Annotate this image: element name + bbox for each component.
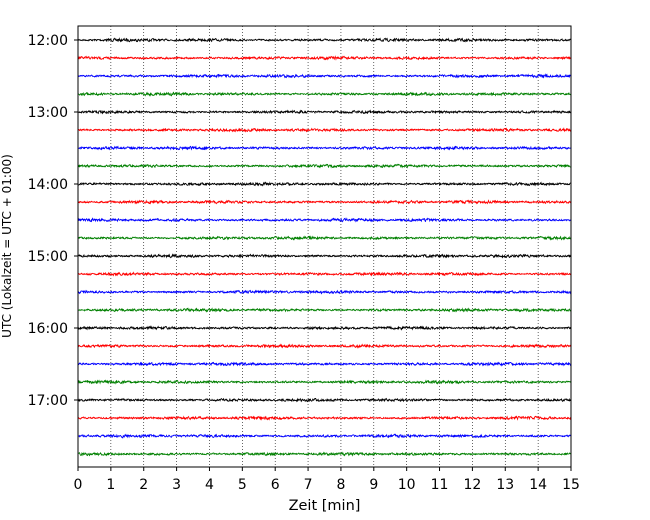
x-tick-label: 10 — [398, 477, 416, 493]
trace-line — [77, 271, 571, 277]
x-tick-label: 12 — [463, 477, 481, 493]
trace-line — [77, 181, 571, 187]
trace-line — [77, 307, 572, 313]
trace-line — [77, 433, 572, 439]
trace-line — [77, 253, 571, 259]
y-axis: 12:00 13:00 14:00 15:00 16:00 17:00 — [28, 33, 78, 409]
trace-line — [77, 73, 572, 79]
trace-line — [77, 127, 572, 133]
trace-line — [77, 163, 571, 169]
trace-line — [77, 451, 572, 457]
y-axis-title: UTC (Lokalzeit = UTC + 01:00) — [0, 154, 14, 338]
trace-line — [77, 55, 572, 61]
x-tick-label: 13 — [496, 477, 514, 493]
y-tick-label: 15:00 — [28, 249, 68, 265]
x-tick-label: 7 — [304, 477, 313, 493]
trace-line — [77, 325, 572, 331]
x-tick-label: 4 — [205, 477, 214, 493]
y-tick-label: 14:00 — [28, 177, 68, 193]
x-axis-title: Zeit [min] — [289, 498, 361, 514]
trace-line — [77, 37, 572, 43]
seismic-traces — [77, 37, 572, 457]
x-tick-label: 5 — [238, 477, 247, 493]
trace-line — [77, 145, 572, 151]
x-tick-label: 0 — [74, 477, 83, 493]
trace-line — [77, 199, 572, 205]
x-tick-label: 8 — [336, 477, 345, 493]
x-axis: 0 1 2 3 4 5 6 7 8 9 10 11 12 13 14 15 — [74, 467, 580, 493]
x-tick-label: 3 — [172, 477, 181, 493]
trace-line — [77, 235, 571, 241]
x-tick-label: 1 — [106, 477, 115, 493]
y-tick-label: 12:00 — [28, 33, 68, 49]
x-tick-label: 2 — [139, 477, 148, 493]
x-tick-label: 9 — [369, 477, 378, 493]
trace-line — [77, 343, 572, 349]
plot-frame — [77, 25, 572, 468]
y-tick-label: 17:00 — [28, 393, 68, 409]
x-tick-label: 15 — [562, 477, 580, 493]
trace-line — [77, 415, 572, 421]
trace-line — [77, 361, 572, 367]
y-tick-label: 13:00 — [28, 105, 68, 121]
trace-line — [77, 397, 572, 403]
trace-line — [77, 91, 572, 97]
y-tick-label: 16:00 — [28, 321, 68, 337]
x-tick-label: 14 — [529, 477, 547, 493]
trace-line — [77, 289, 572, 295]
x-tick-label: 11 — [431, 477, 449, 493]
trace-line — [77, 109, 572, 115]
trace-line — [77, 379, 572, 385]
x-tick-label: 6 — [271, 477, 280, 493]
trace-line — [77, 217, 572, 223]
